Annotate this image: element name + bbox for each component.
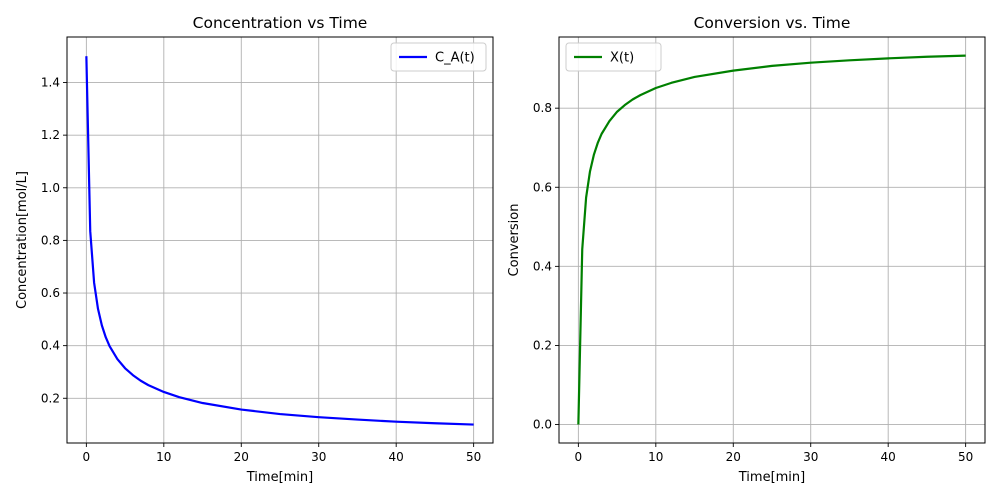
y-tick-label: 0.8	[533, 101, 552, 115]
x-tick-label: 0	[83, 450, 91, 464]
y-axis-label: Conversion	[507, 204, 522, 277]
concentration-chart: 0 10 20 30 40 50 0.2 0.4 0.6 0.8 1.0 1.2 1.4 Concentr…	[15, 14, 494, 485]
y-tick-label: 0.4	[41, 339, 60, 353]
x-tick-label: 50	[958, 450, 973, 464]
y-tick-label: 0.8	[41, 233, 60, 247]
x-tick-label: 40	[881, 450, 896, 464]
legend-box	[390, 42, 487, 72]
y-tick-label: 1.0	[41, 181, 60, 195]
y-tick-label: 0.4	[533, 259, 552, 273]
conversion-series-line	[577, 54, 966, 425]
x-axis-label: Time[min]	[738, 470, 805, 485]
concentration-chart-title: Concentration vs Time	[193, 14, 368, 32]
x-tick-label: 30	[803, 450, 818, 464]
y-tick-label: 0.0	[533, 418, 552, 432]
y-tick-label: 0.2	[533, 338, 552, 352]
legend-box	[565, 42, 662, 72]
concentration-series-line	[85, 56, 474, 426]
axes-frame	[558, 36, 986, 444]
x-tick-label: 50	[466, 450, 481, 464]
y-tick-label: 0.2	[41, 391, 60, 405]
y-axis-label: Concentration[mol/L]	[15, 171, 30, 309]
gridlines	[67, 37, 493, 443]
y-tick-label: 1.2	[41, 128, 60, 142]
x-tick-label: 10	[648, 450, 663, 464]
conversion-chart: 0 10 20 30 40 50 0.0 0.2 0.4 0.6 0.8 Conversion vs.…	[507, 14, 986, 485]
y-tick-label: 0.6	[533, 180, 552, 194]
x-tick-label: 40	[389, 450, 404, 464]
x-tick-label: 0	[575, 450, 583, 464]
conversion-chart-title: Conversion vs. Time	[694, 14, 851, 32]
x-axis-label: Time[min]	[246, 470, 313, 485]
x-tick-label: 20	[234, 450, 249, 464]
x-tick-label: 30	[311, 450, 326, 464]
concentration-legend: C_A(t)	[390, 42, 487, 72]
x-tick-label: 10	[156, 450, 171, 464]
conversion-legend: X(t)	[565, 42, 662, 72]
legend-entry-label: X(t)	[610, 51, 634, 66]
y-tick-label: 1.4	[41, 76, 60, 90]
y-tick-label: 0.6	[41, 286, 60, 300]
legend-entry-label: C_A(t)	[435, 51, 475, 66]
x-tick-label: 20	[726, 450, 741, 464]
